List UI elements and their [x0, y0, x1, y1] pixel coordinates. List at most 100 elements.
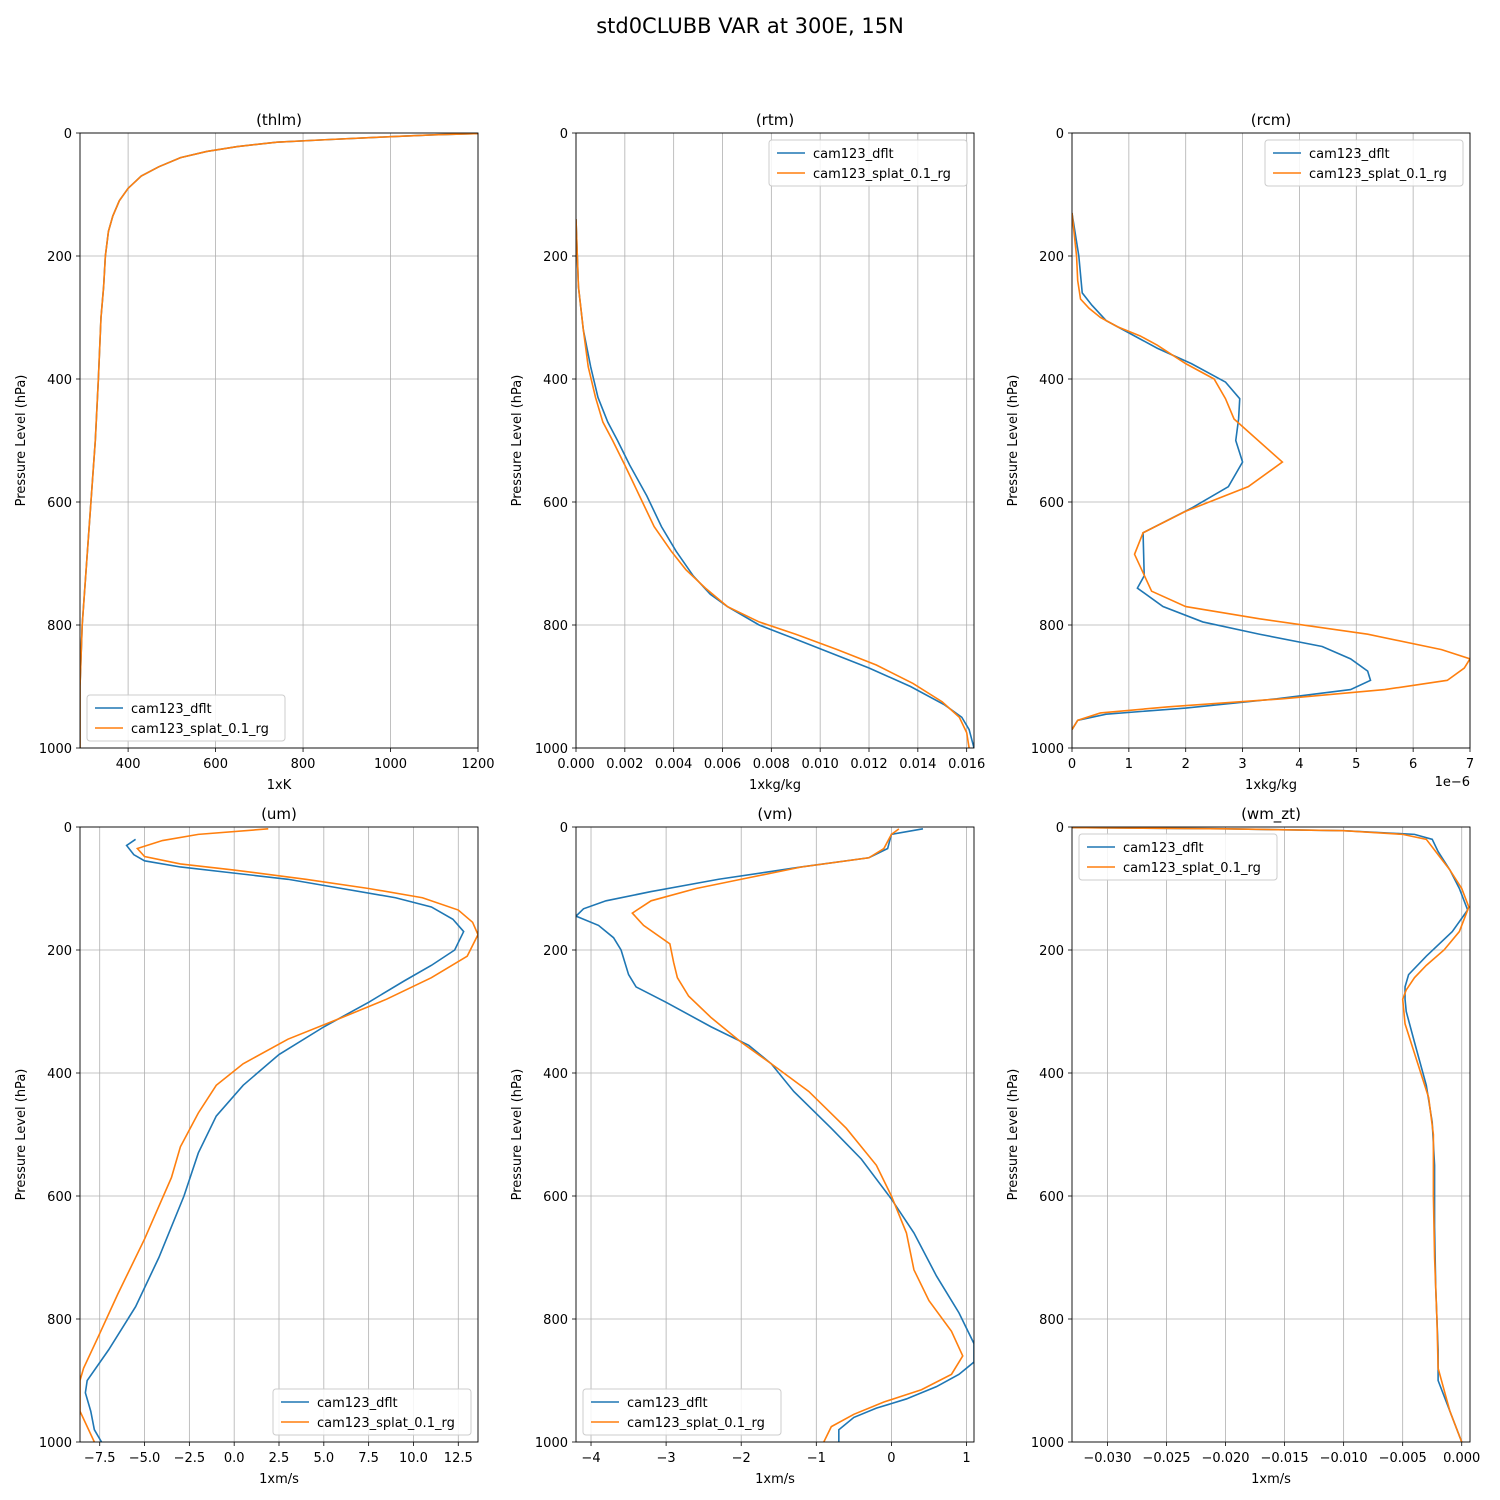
- y-tick-label: 200: [1039, 944, 1064, 959]
- y-tick-label: 200: [543, 250, 568, 265]
- legend-label: cam123_splat_0.1_rg: [1123, 861, 1261, 876]
- x-tick-label: 0.0: [224, 1451, 245, 1466]
- legend-label: cam123_splat_0.1_rg: [627, 1416, 765, 1431]
- y-tick-label: 200: [1039, 250, 1064, 265]
- x-tick-label: 1: [1125, 757, 1133, 772]
- y-tick-label: 1000: [1031, 1436, 1064, 1451]
- y-tick-label: 0: [560, 821, 568, 836]
- legend: cam123_dflt cam123_splat_0.1_rg: [582, 1388, 782, 1436]
- y-tick-label: 400: [543, 1067, 568, 1082]
- y-tick-label: 0: [560, 127, 568, 142]
- panel-title: (wm_zt): [1241, 805, 1301, 824]
- y-tick-label: 1000: [39, 1436, 72, 1451]
- x-tick-label: 800: [291, 757, 316, 772]
- x-tick-label: 2.5: [269, 1451, 290, 1466]
- x-tick-label: 0.014: [899, 757, 936, 772]
- y-tick-label: 800: [1039, 619, 1064, 634]
- vm-series-cam123_dflt: [576, 828, 974, 1442]
- y-tick-label: 400: [1039, 1067, 1064, 1082]
- x-tick-label: 600: [203, 757, 228, 772]
- x-axis-label: 1xm/s: [755, 1472, 795, 1487]
- y-tick-label: 1000: [39, 742, 72, 757]
- panel-4: −4 −3 −2 −1 0 1 0 200 400 600 800 1000 (vm) 1xm/s Pres…: [510, 805, 975, 1487]
- panel-0: 400 600 800 1000 1200 0 200 400 600 800 1000 (thlm)…: [14, 111, 495, 793]
- legend-label: cam123_splat_0.1_rg: [813, 167, 951, 182]
- x-tick-label: 0.008: [753, 757, 790, 772]
- x-tick-label: 0.016: [948, 757, 985, 772]
- x-tick-label: 0.012: [850, 757, 887, 772]
- x-tick-label: −0.030: [1083, 1451, 1131, 1466]
- x-tick-label: 0.010: [802, 757, 839, 772]
- y-tick-label: 0: [64, 127, 72, 142]
- x-axis-label: 1xkg/kg: [1245, 778, 1297, 793]
- x-tick-label: 0.002: [606, 757, 643, 772]
- legend: cam123_dflt cam123_splat_0.1_rg: [1078, 833, 1278, 881]
- x-axis-label: 1xK: [267, 778, 292, 793]
- x-tick-label: 2: [1182, 757, 1190, 772]
- thlm-series-cam123_dflt: [80, 133, 478, 748]
- y-tick-label: 800: [1039, 1313, 1064, 1328]
- panel-title: (vm): [757, 805, 792, 823]
- um-series-cam123_splat_0.1_rg: [80, 828, 478, 1442]
- panel-title: (rtm): [756, 111, 794, 129]
- x-tick-label: −0.015: [1261, 1451, 1309, 1466]
- y-tick-label: 800: [543, 1313, 568, 1328]
- y-tick-label: 1000: [535, 1436, 568, 1451]
- x-tick-label: −2: [732, 1451, 751, 1466]
- x-axis-label: 1xkg/kg: [749, 778, 801, 793]
- x-tick-label: −0.010: [1320, 1451, 1368, 1466]
- x-tick-label: 0.000: [1443, 1451, 1480, 1466]
- x-tick-label: 1000: [374, 757, 407, 772]
- y-tick-label: 600: [1039, 1190, 1064, 1205]
- panel-title: (thlm): [256, 111, 302, 129]
- rtm-series-cam123_splat_0.1_rg: [576, 219, 970, 748]
- x-tick-label: 1200: [461, 757, 494, 772]
- y-tick-label: 800: [47, 619, 72, 634]
- y-axis-label: Pressure Level (hPa): [1006, 375, 1021, 507]
- legend-box: [582, 1388, 782, 1436]
- y-tick-label: 600: [543, 1190, 568, 1205]
- axes-frame: [575, 132, 975, 749]
- legend-box: [1078, 833, 1278, 881]
- y-tick-label: 1000: [1031, 742, 1064, 757]
- y-tick-label: 0: [1056, 821, 1064, 836]
- x-tick-label: 0.006: [704, 757, 741, 772]
- legend-label: cam123_dflt: [627, 1396, 708, 1411]
- axes-frame: [79, 132, 479, 749]
- legend: cam123_dflt cam123_splat_0.1_rg: [768, 139, 968, 187]
- x-tick-label: 0.004: [655, 757, 692, 772]
- y-axis-label: Pressure Level (hPa): [510, 375, 525, 507]
- legend-label: cam123_dflt: [317, 1396, 398, 1411]
- legend: cam123_dflt cam123_splat_0.1_rg: [1264, 139, 1464, 187]
- x-tick-label: 6: [1409, 757, 1417, 772]
- x-tick-label: 5: [1352, 757, 1360, 772]
- y-axis-label: Pressure Level (hPa): [1006, 1069, 1021, 1201]
- x-tick-label: 7.5: [358, 1451, 379, 1466]
- rcm-series-cam123_splat_0.1_rg: [1072, 212, 1470, 730]
- x-tick-label: −0.020: [1201, 1451, 1249, 1466]
- y-tick-label: 800: [543, 619, 568, 634]
- axes-frame: [1071, 132, 1471, 749]
- y-axis-label: Pressure Level (hPa): [14, 1069, 29, 1201]
- x-tick-label: −7.5: [84, 1451, 116, 1466]
- y-tick-label: 0: [1056, 127, 1064, 142]
- legend-box: [272, 1388, 472, 1436]
- x-tick-label: −1: [807, 1451, 826, 1466]
- x-tick-label: −2.5: [174, 1451, 206, 1466]
- panel-1: 0.000 0.002 0.004 0.006 0.008 0.010 0.012 0.014…: [510, 111, 985, 793]
- y-tick-label: 600: [1039, 496, 1064, 511]
- y-tick-label: 600: [543, 496, 568, 511]
- x-tick-label: 0.000: [557, 757, 594, 772]
- legend-label: cam123_dflt: [813, 147, 894, 162]
- y-tick-label: 600: [47, 1190, 72, 1205]
- y-tick-label: 400: [47, 373, 72, 388]
- x-tick-label: 7: [1466, 757, 1474, 772]
- x-tick-label: −0.005: [1379, 1451, 1427, 1466]
- y-tick-label: 0: [64, 821, 72, 836]
- legend: cam123_dflt cam123_splat_0.1_rg: [272, 1388, 472, 1436]
- wm_zt-series-cam123_splat_0.1_rg: [1072, 827, 1470, 1442]
- axes-frame: [79, 826, 479, 1443]
- x-tick-label: 0: [887, 1451, 895, 1466]
- rcm-series-cam123_dflt: [1072, 212, 1372, 730]
